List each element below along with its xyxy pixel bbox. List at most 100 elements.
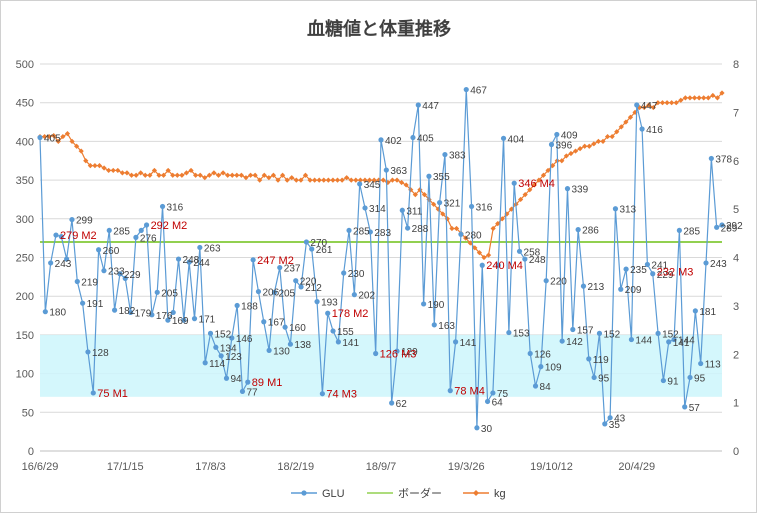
glu-point — [90, 390, 96, 396]
annotation-label: 75 M1 — [97, 388, 128, 400]
kg-point — [202, 175, 208, 181]
glu-point — [197, 244, 203, 251]
data-label: 182 — [119, 306, 136, 317]
kg-point — [270, 172, 277, 178]
data-label: 155 — [337, 327, 354, 338]
data-label: 138 — [294, 340, 311, 351]
x-tick-1: 17/1/15 — [107, 461, 144, 473]
annotation-label: 292 M2 — [151, 220, 188, 232]
legend-glu-label: GLU — [322, 488, 345, 500]
glu-point — [325, 310, 331, 316]
kg-point — [330, 177, 336, 183]
data-label: 316 — [476, 202, 493, 213]
data-label: 285 — [353, 226, 370, 237]
kg-point — [344, 175, 350, 181]
data-label: 144 — [678, 336, 695, 347]
glu-point — [682, 404, 688, 410]
y-right-tick-4: 4 — [733, 253, 739, 265]
kg-point — [490, 225, 496, 232]
y-right-tick-1: 1 — [733, 398, 739, 410]
glu-point — [660, 377, 666, 384]
kg-point — [353, 177, 359, 183]
data-label: 141 — [673, 338, 690, 349]
kg-point — [687, 95, 693, 101]
kg-point — [165, 167, 171, 174]
kg-point — [179, 172, 185, 178]
data-label: 260 — [103, 246, 120, 257]
legend-kg[interactable]: kg — [463, 488, 506, 500]
kg-point — [151, 167, 158, 174]
kg-point — [472, 245, 478, 251]
y-right-tick-8: 8 — [733, 59, 739, 71]
glu-point — [474, 425, 480, 431]
data-label: 163 — [438, 321, 455, 332]
kg-point — [540, 172, 547, 178]
kg-point — [476, 250, 483, 256]
glu-point — [437, 199, 443, 206]
kg-point — [101, 165, 107, 171]
data-label: 263 — [204, 243, 221, 254]
legend[interactable]: GLU ボーダー kg — [291, 486, 506, 500]
legend-border[interactable]: ボーダー — [367, 486, 442, 500]
glu-point — [447, 388, 453, 394]
data-label: 128 — [92, 348, 109, 359]
glu-point — [223, 375, 230, 381]
glu-point — [181, 317, 187, 323]
data-label: 62 — [396, 399, 408, 410]
kg-point — [696, 95, 702, 101]
kg-point — [559, 158, 565, 164]
annotation-label: 247 M2 — [257, 255, 294, 267]
data-label: 169 — [172, 316, 189, 327]
glu-point — [708, 155, 714, 162]
kg-point — [710, 92, 716, 99]
legend-kg-marker — [473, 490, 479, 496]
kg-point — [453, 225, 460, 232]
glu-point — [602, 421, 608, 427]
glu-point — [271, 289, 278, 295]
glu-point — [175, 256, 182, 262]
glu-point — [346, 227, 352, 234]
kg-point — [64, 131, 71, 137]
glu-point — [383, 167, 389, 173]
glu-point — [122, 275, 128, 281]
kg-point — [705, 95, 711, 101]
data-label: 363 — [390, 166, 407, 177]
legend-glu[interactable]: GLU — [291, 488, 345, 500]
kg-point — [357, 177, 364, 183]
glu-point — [564, 186, 571, 192]
x-tick-6: 19/10/12 — [530, 461, 573, 473]
kg-point — [623, 119, 629, 125]
glu-point — [362, 205, 368, 211]
glu-point — [287, 341, 294, 347]
x-tick-3: 18/2/19 — [277, 461, 314, 473]
kg-point — [481, 254, 487, 261]
band-0 — [40, 334, 722, 397]
glu-point — [74, 278, 80, 285]
glu-point — [442, 151, 448, 158]
glu-point — [101, 268, 107, 274]
data-label: 141 — [342, 338, 359, 349]
y-right-tick-7: 7 — [733, 107, 739, 119]
data-label: 261 — [316, 245, 333, 256]
glu-point — [554, 131, 560, 138]
data-label: 467 — [470, 86, 487, 97]
glu-point — [127, 309, 134, 316]
glu-point — [159, 203, 166, 210]
y-left-tick-50: 50 — [22, 407, 34, 419]
data-label: 190 — [428, 300, 445, 311]
data-label: 311 — [406, 206, 422, 217]
data-label: 313 — [619, 205, 636, 216]
kg-point — [197, 172, 203, 178]
data-label: 285 — [113, 226, 130, 237]
kg-point — [247, 172, 254, 178]
data-label: 258 — [524, 247, 541, 258]
glu-point — [111, 307, 118, 313]
glu-point — [618, 286, 624, 292]
glu-point — [666, 339, 672, 345]
y-right-tick-0: 0 — [733, 446, 739, 458]
kg-point — [449, 225, 455, 232]
glu-point — [351, 292, 357, 298]
glu-point — [213, 344, 219, 350]
kg-point — [279, 172, 286, 178]
kg-point — [714, 95, 721, 101]
